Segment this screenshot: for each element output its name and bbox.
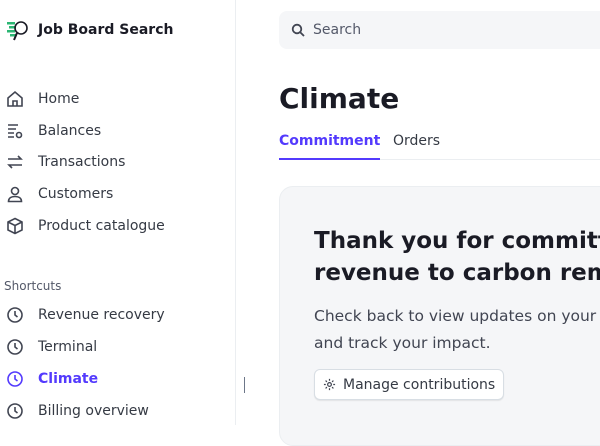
clock-icon	[7, 403, 23, 419]
sidebar-item-home[interactable]: Home	[6, 87, 79, 111]
clock-icon	[7, 339, 23, 355]
sidebar-item-label: Home	[38, 91, 80, 107]
card-body-line2: and track your impact.	[314, 334, 491, 352]
brand-name: Job Board Search	[38, 22, 174, 38]
search-placeholder: Search	[313, 22, 362, 38]
tab-orders[interactable]: Orders	[393, 133, 441, 149]
shortcut-label: Revenue recovery	[38, 307, 165, 323]
page-title: Climate	[279, 82, 400, 115]
shortcut-billing-overview[interactable]: Billing overview	[6, 399, 149, 423]
balances-icon	[8, 124, 23, 139]
clock-icon	[7, 371, 23, 387]
manage-contributions-button[interactable]: Manage contributions	[314, 369, 505, 400]
brand[interactable]: Job Board Search	[6, 18, 173, 42]
sidebar: Job Board Search Home Balances Transacti…	[0, 0, 236, 425]
sidebar-item-customers[interactable]: Customers	[6, 182, 113, 206]
sidebar-item-label: Product catalogue	[38, 218, 165, 234]
product-icon	[7, 217, 23, 235]
sidebar-item-balances[interactable]: Balances	[6, 119, 101, 143]
clock-icon	[7, 307, 23, 323]
button-label: Manage contributions	[343, 376, 496, 393]
shortcut-terminal[interactable]: Terminal	[6, 335, 97, 359]
sidebar-item-label: Balances	[38, 123, 102, 139]
commitment-card: Thank you for committi revenue to carbon …	[279, 186, 600, 446]
shortcut-label: Terminal	[38, 339, 98, 355]
sidebar-resize-handle[interactable]	[244, 377, 245, 393]
sidebar-item-label: Customers	[38, 186, 114, 202]
tabs: Commitment Orders	[279, 130, 600, 160]
sidebar-item-product-catalogue[interactable]: Product catalogue	[6, 214, 165, 238]
shortcut-revenue-recovery[interactable]: Revenue recovery	[6, 303, 165, 327]
shortcut-climate[interactable]: Climate	[6, 367, 98, 391]
card-heading-line1: Thank you for committi	[314, 228, 600, 254]
card-heading-line2: revenue to carbon remo	[314, 260, 600, 286]
card-body-line1: Check back to view updates on your p	[314, 307, 600, 325]
transactions-icon	[7, 155, 23, 169]
shortcuts-label: Shortcuts	[4, 279, 62, 293]
search-icon	[291, 23, 305, 37]
gear-icon	[323, 378, 336, 391]
search-input[interactable]: Search	[279, 11, 600, 49]
sidebar-item-label: Transactions	[38, 154, 126, 170]
tab-commitment[interactable]: Commitment	[279, 133, 381, 160]
logo-icon	[7, 21, 28, 41]
home-icon	[7, 90, 23, 107]
card-heading: Thank you for committi revenue to carbon …	[314, 225, 600, 289]
shortcut-label: Billing overview	[38, 403, 149, 419]
shortcut-label: Climate	[38, 371, 99, 387]
sidebar-item-transactions[interactable]: Transactions	[6, 150, 125, 174]
card-body: Check back to view updates on your p and …	[314, 303, 600, 357]
customers-icon	[7, 186, 23, 203]
